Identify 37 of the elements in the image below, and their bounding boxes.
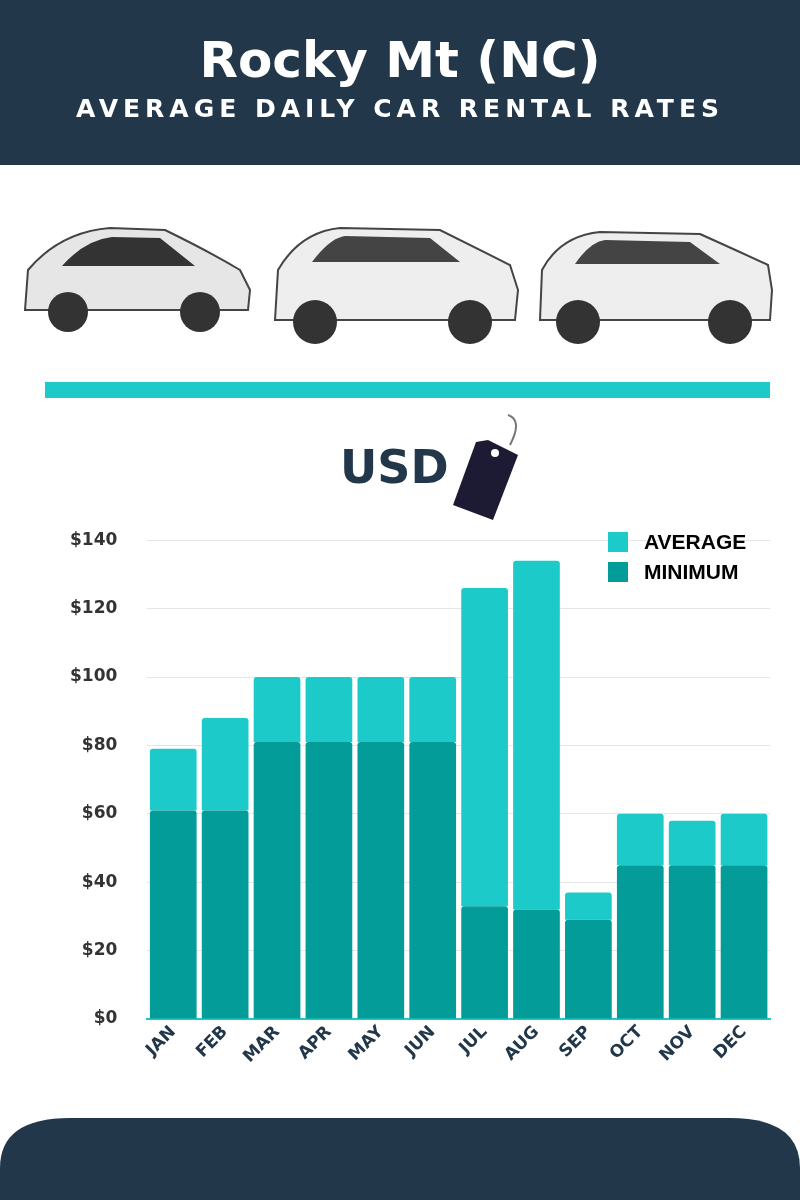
legend-label: MINIMUM <box>644 560 739 584</box>
chart-subtitle: AVERAGE DAILY CAR RENTAL RATES <box>75 94 725 123</box>
chart-title: Rocky Mt (NC) <box>198 30 602 90</box>
y-tick-label: $100 <box>69 665 118 686</box>
bar <box>616 865 664 1019</box>
bar <box>461 588 508 907</box>
y-axis-title: USD <box>340 440 449 494</box>
bar <box>253 742 301 1019</box>
bar <box>513 909 560 1019</box>
bar <box>668 820 716 866</box>
bar <box>305 677 353 742</box>
bar <box>357 742 405 1019</box>
y-tick-label: $40 <box>81 870 118 891</box>
y-tick-label: $0 <box>93 1007 118 1028</box>
bar <box>253 677 301 742</box>
bar <box>149 810 197 1019</box>
bar <box>409 677 457 742</box>
y-tick-label: $20 <box>81 939 118 960</box>
bar <box>668 865 716 1019</box>
y-tick-label: $60 <box>81 802 118 823</box>
bar <box>149 748 197 811</box>
bar <box>461 906 508 1019</box>
y-tick-label: $120 <box>69 597 118 618</box>
legend-label: AVERAGE <box>644 530 747 554</box>
bar <box>201 718 249 811</box>
bar <box>720 813 768 866</box>
bar <box>201 810 249 1019</box>
bar <box>720 865 768 1019</box>
bar <box>305 742 353 1019</box>
bar <box>409 742 457 1019</box>
bar <box>513 560 560 910</box>
bar <box>357 677 405 742</box>
bar <box>565 919 612 1019</box>
bar <box>565 892 612 920</box>
y-tick-label: $80 <box>81 733 118 754</box>
bar <box>616 813 664 866</box>
y-tick-label: $140 <box>69 528 118 549</box>
